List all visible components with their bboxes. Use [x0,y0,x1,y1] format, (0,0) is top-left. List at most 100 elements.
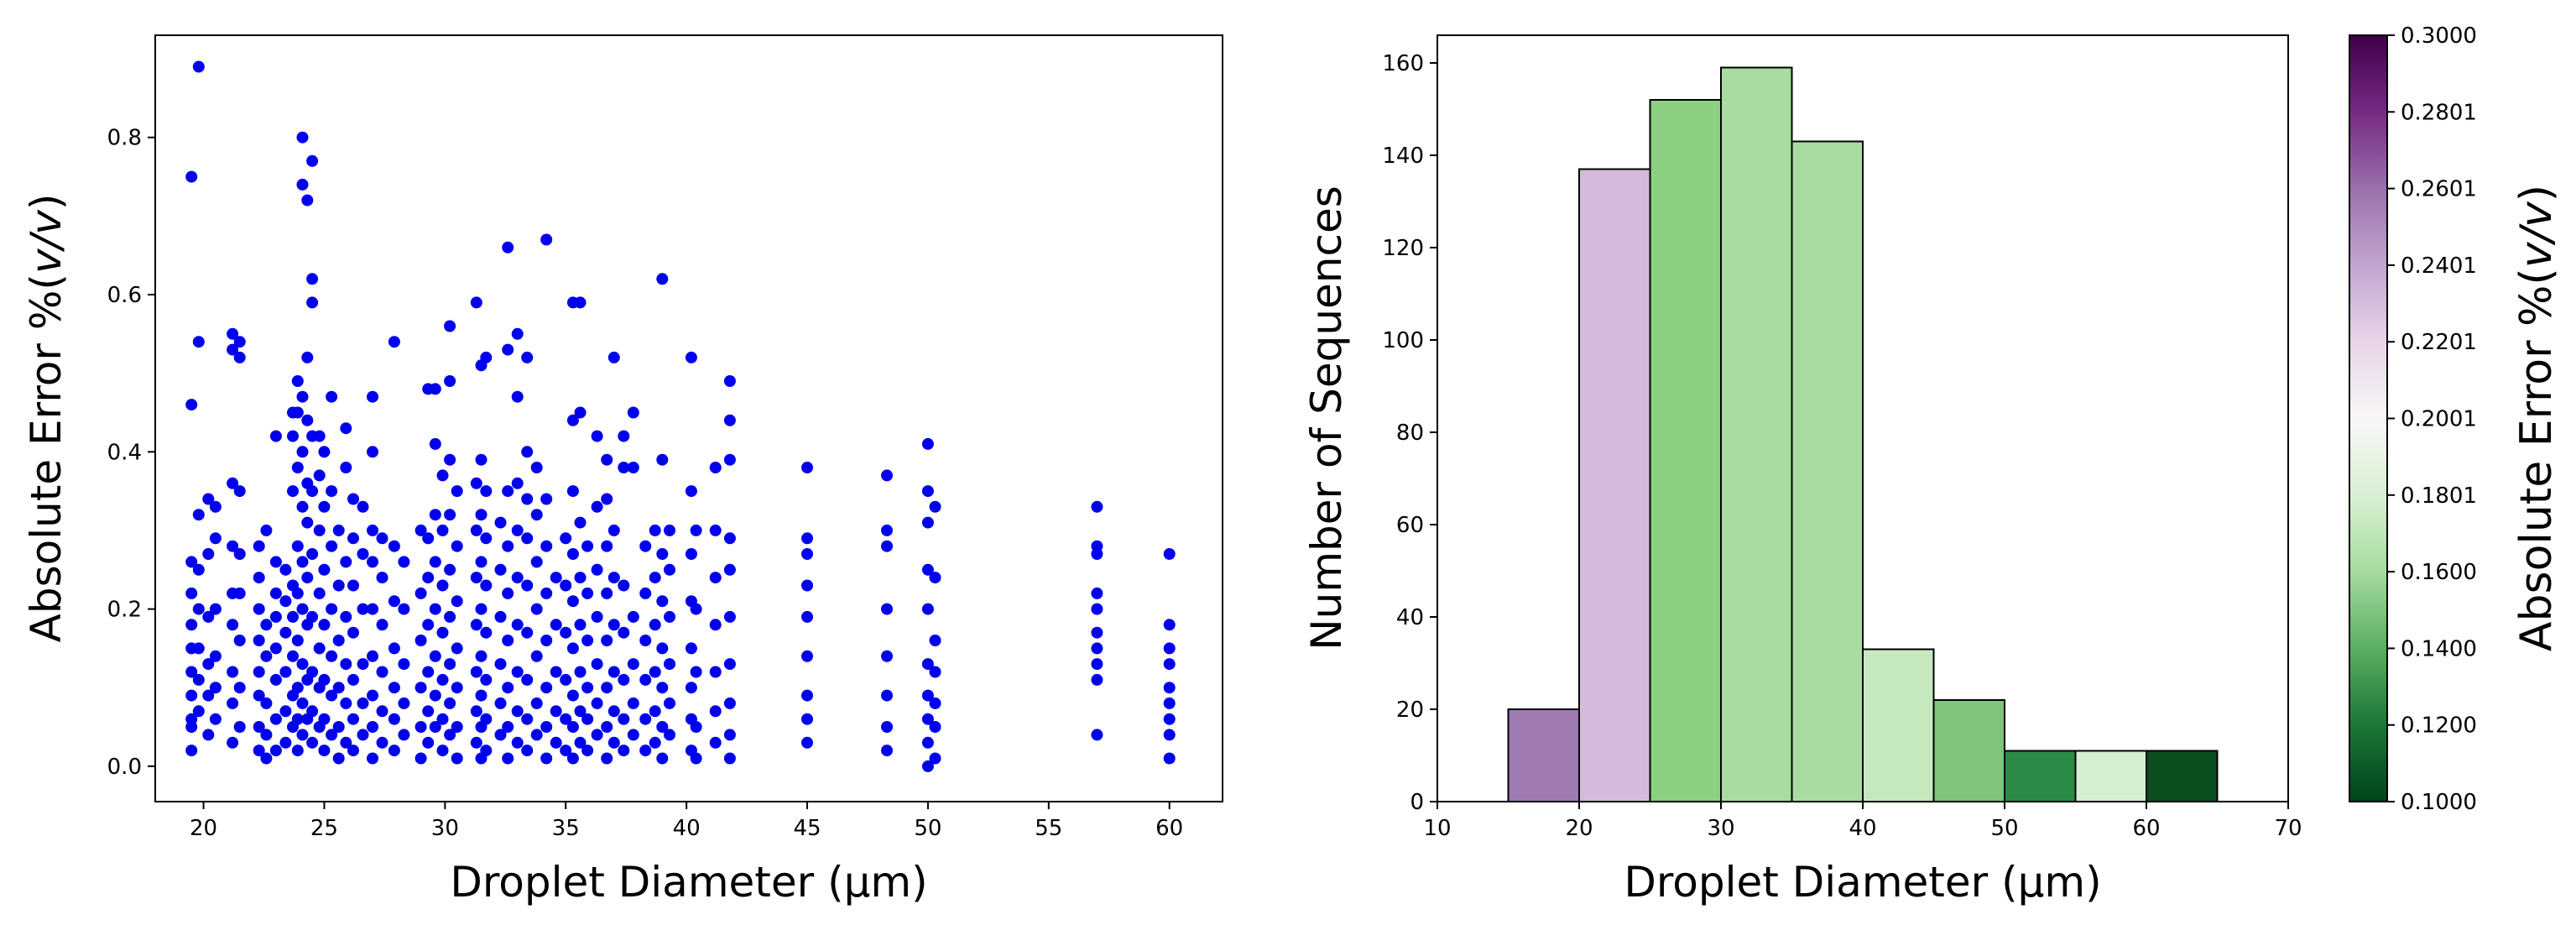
scatter-point [685,485,697,498]
scatter-point [287,610,299,623]
scatter-point [627,729,639,741]
scatter-point [1091,540,1103,552]
scatter-point [415,682,427,694]
scatter-point [436,469,449,482]
scatter-point [318,500,331,513]
scatter-point [618,462,630,473]
scatter-point [185,619,198,631]
colorbar-tick-label: 0.1200 [2401,713,2477,739]
scatter-point [502,485,514,498]
scatter-point [521,745,534,757]
scatter-y-tick-label: 0.4 [107,440,142,465]
scatter-x-tick-label: 35 [552,816,580,841]
scatter-point [475,556,488,568]
scatter-point [357,658,369,671]
scatter-point [530,556,543,568]
scatter-point [185,170,198,183]
scatter-point [656,752,669,765]
scatter-point [929,666,941,678]
scatter-point [881,721,893,733]
scatter-point [664,563,675,576]
scatter-point [649,524,661,536]
scatter-point [436,579,449,592]
scatter-point [296,697,309,709]
scatter-point [253,666,265,678]
scatter-point [233,485,246,498]
scatter-point [340,658,352,671]
scatter-point [618,745,630,757]
scatter-point [801,548,813,560]
scatter-point [921,603,934,615]
scatter-point [723,563,736,576]
scatter-point [422,666,435,678]
scatter-point [296,131,309,144]
scatter-point [1091,603,1103,615]
scatter-point [530,729,543,741]
scatter-point [591,729,603,741]
scatter-point [253,745,265,757]
scatter-point [530,650,543,662]
scatter-point [521,493,534,505]
scatter-point [591,563,603,576]
scatter-point [332,682,345,694]
scatter-point [581,587,594,599]
scatter-point [301,516,314,529]
scatter-point [723,453,736,466]
scatter-point [202,689,215,702]
scatter-point [801,610,813,623]
scatter-point [801,736,813,749]
scatter-point [574,666,587,678]
colorbar-tick-label: 0.2401 [2401,253,2477,279]
scatter-point [801,579,813,592]
scatter-point [301,572,314,584]
scatter-point [291,462,304,473]
scatter-point [436,524,449,536]
scatter-point [921,516,934,529]
scatter-point [260,650,273,662]
histogram-x-tick-label: 20 [1565,816,1593,841]
scatter-point [227,619,239,631]
scatter-point [227,736,239,749]
scatter-point [521,446,534,458]
scatter-point [291,540,304,552]
scatter-point [227,697,239,709]
scatter-point [367,752,378,765]
scatter-point [664,658,675,671]
scatter-point [326,390,338,403]
histogram-y-tick-label: 120 [1382,236,1424,261]
scatter-point [1163,548,1176,560]
scatter-point [690,666,702,678]
scatter-point [306,736,319,749]
scatter-point [540,752,553,765]
scatter-point [475,453,488,466]
scatter-point [269,642,282,655]
scatter-point [709,619,722,631]
scatter-point [607,572,620,584]
scatter-point [581,682,594,694]
scatter-point [664,524,675,536]
scatter-point [429,721,441,733]
histogram-x-tick-label: 60 [2132,816,2160,841]
scatter-point [444,509,456,521]
scatter-point [192,705,205,718]
scatter-point [227,343,239,356]
histogram-x-tick-label: 50 [1990,816,2018,841]
scatter-point [574,406,587,419]
scatter-point [388,642,400,655]
scatter-point [185,556,198,568]
scatter-point [296,603,309,615]
scatter-point [723,414,736,426]
scatter-point [429,603,441,615]
scatter-point [398,729,410,741]
scatter-point [253,689,265,702]
scatter-point [367,689,378,702]
scatter-point [607,666,620,678]
scatter-point [233,721,246,733]
scatter-point [332,721,345,733]
scatter-point [664,729,675,741]
scatter-point [388,745,400,757]
scatter-point [451,485,463,498]
scatter-point [574,705,587,718]
scatter-point [1091,658,1103,671]
scatter-point [192,673,205,686]
